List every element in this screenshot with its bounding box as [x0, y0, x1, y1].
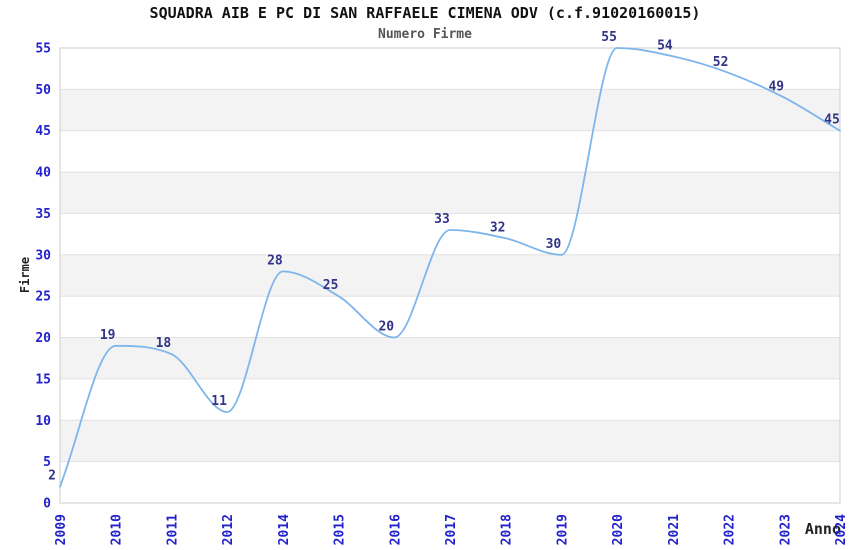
- data-point-label: 52: [713, 55, 729, 70]
- data-point-label: 49: [768, 80, 784, 95]
- x-tick-label: 2010: [110, 514, 125, 545]
- y-tick-label: 10: [35, 414, 51, 429]
- data-point-label: 54: [657, 38, 673, 53]
- y-tick-label: 45: [35, 124, 51, 139]
- x-tick-label: 2017: [444, 514, 459, 545]
- y-tick-label: 25: [35, 290, 51, 305]
- y-tick-label: 55: [35, 42, 51, 57]
- y-tick-label: 5: [43, 455, 51, 470]
- chart-title: SQUADRA AIB E PC DI SAN RAFFAELE CIMENA …: [149, 4, 701, 22]
- y-tick-label: 50: [35, 83, 51, 98]
- data-point-label: 33: [434, 212, 450, 227]
- plot-band: [60, 172, 840, 214]
- x-tick-label: 2018: [500, 514, 515, 545]
- x-tick-label: 2023: [778, 514, 793, 545]
- y-tick-label: 15: [35, 372, 51, 387]
- x-tick-label: 2015: [333, 514, 348, 545]
- x-tick-label: 2012: [221, 514, 236, 545]
- y-tick-label: 30: [35, 248, 51, 263]
- data-point-label: 30: [546, 237, 562, 252]
- y-tick-label: 20: [35, 331, 51, 346]
- data-point-label: 28: [267, 253, 283, 268]
- data-point-label: 2: [48, 469, 56, 484]
- plot-band: [60, 420, 840, 462]
- x-tick-label: 2014: [277, 514, 292, 545]
- x-tick-label: 2021: [667, 514, 682, 545]
- data-point-label: 25: [323, 278, 339, 293]
- line-series: [59, 47, 841, 488]
- y-tick-label: 35: [35, 207, 51, 222]
- x-tick-label: 2024: [834, 514, 849, 545]
- data-point-label: 19: [100, 328, 116, 343]
- x-tick-label: 2016: [388, 514, 403, 545]
- x-tick-label: 2019: [555, 514, 570, 545]
- plot-border: [59, 47, 841, 504]
- data-point-label: 11: [211, 394, 227, 409]
- data-point-label: 32: [490, 220, 506, 235]
- x-tick-label: 2022: [723, 514, 738, 545]
- chart-subtitle: Numero Firme: [378, 27, 472, 42]
- x-tick-label: 2020: [611, 514, 626, 545]
- data-point-label: 20: [378, 320, 394, 335]
- x-tick-label: 2009: [54, 514, 69, 545]
- y-tick-label: 40: [35, 166, 51, 181]
- plot-band: [60, 254, 840, 297]
- plot-band: [60, 89, 840, 131]
- data-point-label: 18: [156, 336, 172, 351]
- x-tick-label: 2011: [165, 514, 180, 545]
- y-tick-label: 0: [43, 497, 51, 512]
- data-point-label: 45: [824, 113, 840, 128]
- x-axis-title: Anno: [804, 520, 841, 538]
- data-point-label: 55: [601, 30, 617, 45]
